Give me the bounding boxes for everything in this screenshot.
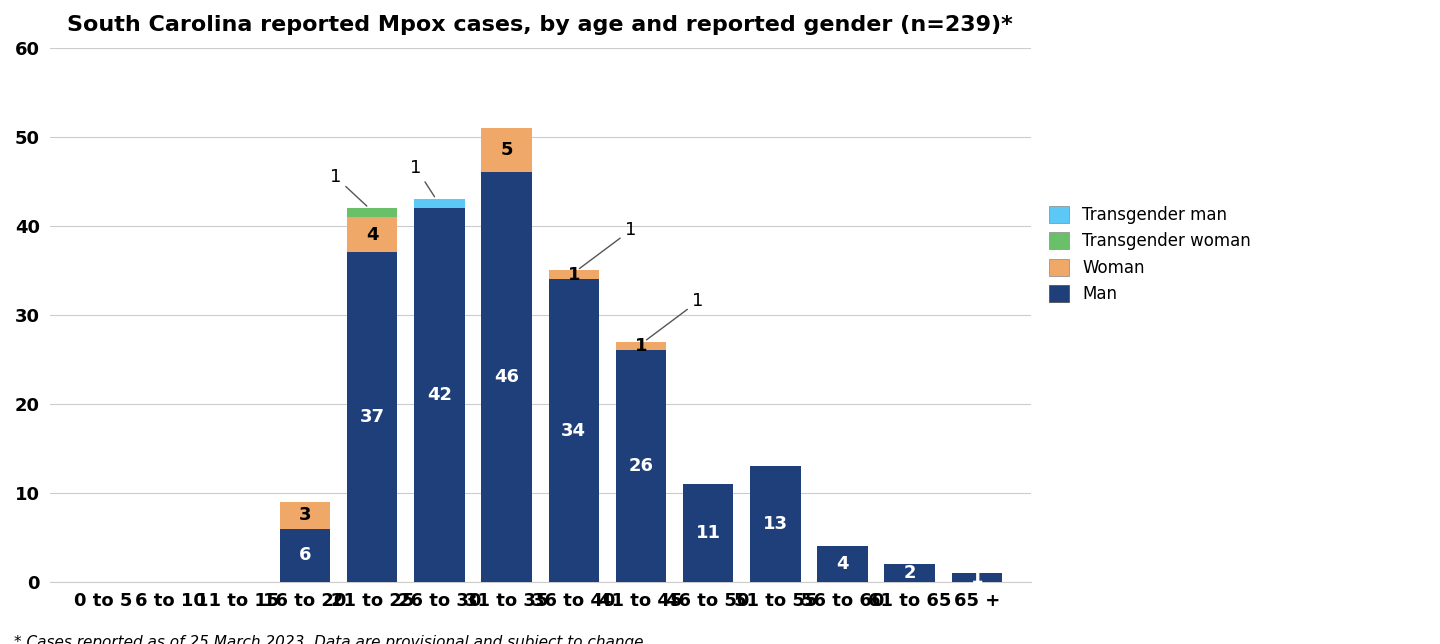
- Bar: [818, 546, 868, 582]
- Text: 1: 1: [971, 569, 984, 587]
- Title: South Carolina reported Mpox cases, by age and reported gender (n=239)*: South Carolina reported Mpox cases, by a…: [68, 15, 1014, 35]
- Bar: [347, 208, 397, 217]
- Text: * Cases reported as of 25 March 2023. Data are provisional and subject to change: * Cases reported as of 25 March 2023. Da…: [14, 636, 649, 644]
- Text: 4: 4: [837, 555, 848, 573]
- Text: 1: 1: [579, 221, 636, 269]
- Bar: [952, 573, 1002, 582]
- Bar: [279, 502, 330, 529]
- Text: 2: 2: [903, 564, 916, 582]
- Text: 3: 3: [298, 506, 311, 524]
- Bar: [750, 466, 801, 582]
- Legend: Transgender man, Transgender woman, Woman, Man: Transgender man, Transgender woman, Woma…: [1048, 205, 1251, 303]
- Bar: [683, 484, 733, 582]
- Bar: [415, 199, 465, 208]
- Text: 1: 1: [635, 337, 647, 355]
- Text: 6: 6: [298, 546, 311, 564]
- Bar: [347, 217, 397, 252]
- Text: 42: 42: [426, 386, 452, 404]
- Text: 26: 26: [628, 457, 654, 475]
- Bar: [481, 128, 531, 173]
- Bar: [884, 564, 935, 582]
- Bar: [481, 173, 531, 582]
- Bar: [616, 341, 667, 350]
- Text: 4: 4: [366, 225, 379, 243]
- Text: 37: 37: [360, 408, 384, 426]
- Text: 1: 1: [567, 266, 580, 284]
- Bar: [549, 279, 599, 582]
- Text: 46: 46: [494, 368, 518, 386]
- Bar: [616, 350, 667, 582]
- Text: 1: 1: [647, 292, 704, 340]
- Text: 11: 11: [696, 524, 720, 542]
- Text: 34: 34: [562, 422, 586, 440]
- Bar: [279, 529, 330, 582]
- Bar: [549, 270, 599, 279]
- Bar: [415, 208, 465, 582]
- Text: 13: 13: [763, 515, 788, 533]
- Text: 5: 5: [500, 141, 513, 159]
- Bar: [347, 252, 397, 582]
- Text: 1: 1: [410, 159, 435, 196]
- Text: 1: 1: [330, 167, 367, 206]
